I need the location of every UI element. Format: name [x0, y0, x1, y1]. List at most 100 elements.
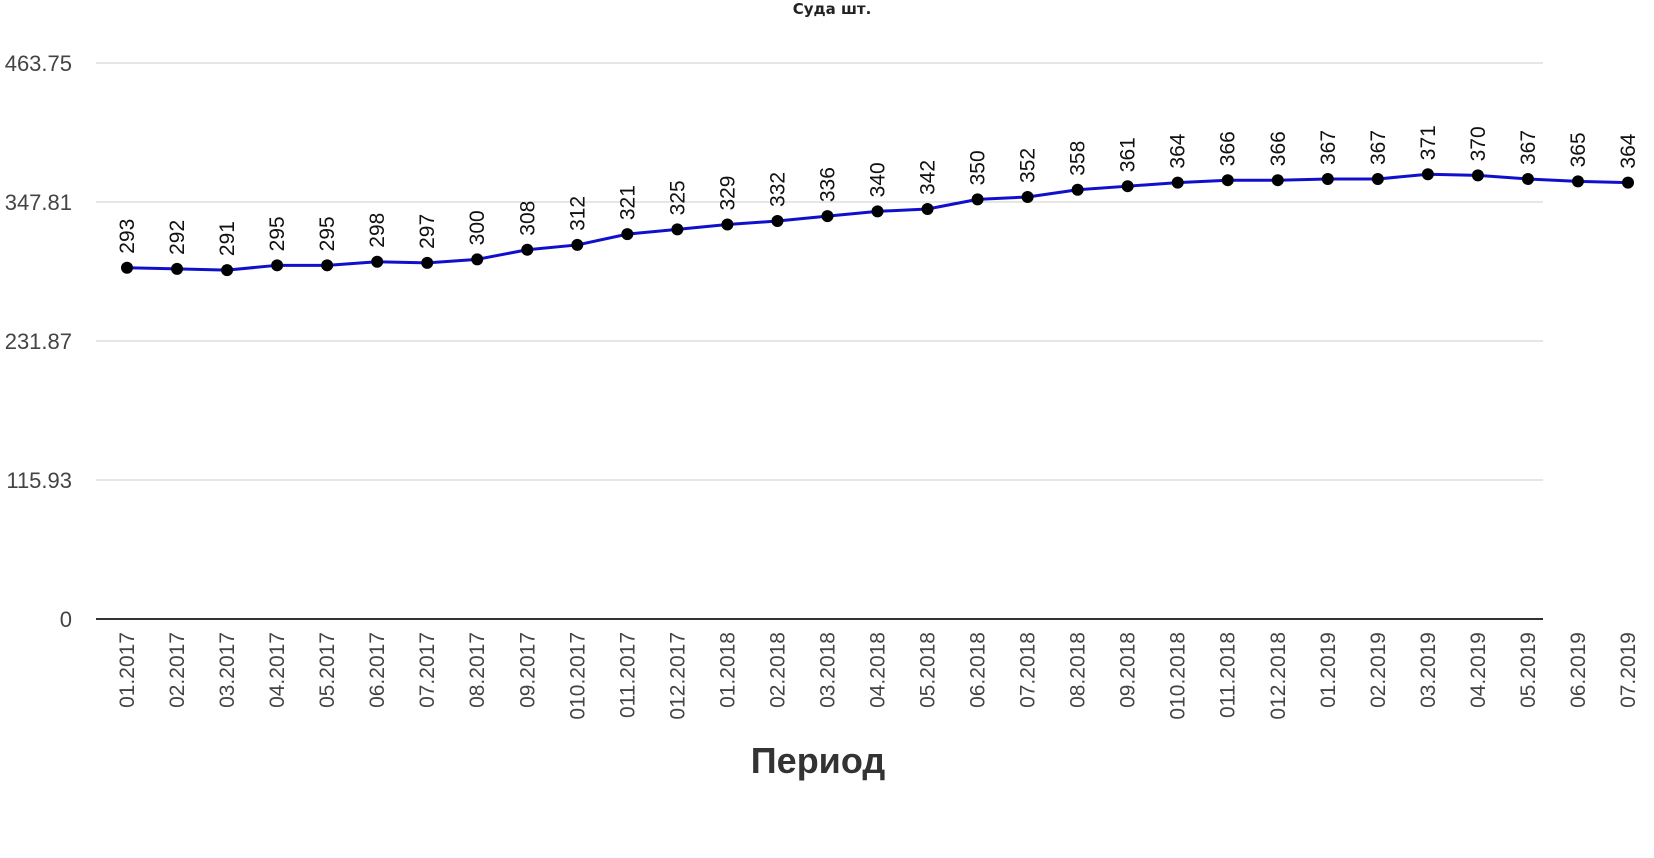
data-point [221, 264, 234, 277]
y-tick-label: 347.81 [5, 190, 72, 215]
data-label: 370 [1467, 126, 1490, 161]
series-layer [121, 168, 1634, 277]
data-point [1471, 169, 1484, 182]
data-point [821, 210, 834, 223]
x-tick-label: 010.2018 [1167, 632, 1190, 720]
data-label: 361 [1117, 137, 1140, 172]
data-label: 300 [466, 210, 489, 245]
data-point [1521, 172, 1534, 185]
x-tick-label: 02.2017 [166, 632, 189, 708]
data-point [1121, 180, 1134, 193]
data-label: 366 [1267, 131, 1290, 166]
x-tick-label: 03.2019 [1417, 632, 1440, 708]
x-tick-label: 06.2018 [967, 632, 990, 708]
x-tick-label: 03.2017 [216, 632, 239, 708]
grid-lines [96, 62, 1543, 620]
data-labels: 293 292 291 295 295 298 297 300 308 312 321 325 329 3… [116, 125, 1640, 256]
data-label: 352 [1017, 148, 1040, 183]
data-point [171, 262, 184, 275]
chart-title: Суда шт. [793, 0, 872, 18]
x-tick-label: 09.2018 [1117, 632, 1140, 708]
data-label: 371 [1417, 125, 1440, 160]
data-label: 367 [1367, 130, 1390, 165]
x-tick-label: 04.2017 [266, 632, 289, 708]
x-tick-label: 05.2017 [316, 632, 339, 708]
data-point [771, 214, 784, 227]
data-label: 291 [216, 221, 239, 256]
data-label: 312 [566, 196, 589, 231]
data-point [1071, 183, 1084, 196]
data-point [1321, 172, 1334, 185]
data-point [621, 228, 634, 241]
data-label: 295 [266, 216, 289, 251]
data-point [421, 256, 434, 269]
data-point [1271, 174, 1284, 187]
data-label: 297 [416, 214, 439, 249]
data-point [1421, 168, 1434, 181]
data-point [471, 253, 484, 266]
x-tick-label: 012.2018 [1267, 632, 1290, 720]
data-label: 358 [1067, 141, 1090, 176]
data-point [1171, 176, 1184, 189]
x-tick-label: 010.2017 [566, 632, 589, 720]
data-point [1622, 176, 1634, 189]
x-tick-label: 04.2018 [867, 632, 890, 708]
data-point [571, 238, 584, 251]
data-label: 364 [1167, 133, 1190, 168]
data-point [921, 202, 934, 215]
y-tick-label: 231.87 [5, 329, 72, 354]
data-point [671, 223, 684, 236]
x-tick-label: 01.2017 [116, 632, 139, 708]
data-point [871, 205, 884, 218]
data-point [1571, 175, 1584, 188]
data-point [521, 243, 534, 256]
data-label: 336 [816, 167, 839, 202]
data-label: 367 [1517, 130, 1540, 165]
data-point [271, 259, 284, 272]
data-label: 321 [616, 185, 639, 220]
x-tick-label: 06.2017 [366, 632, 389, 708]
data-label: 366 [1217, 131, 1240, 166]
data-label: 325 [666, 180, 689, 215]
data-label: 298 [366, 213, 389, 248]
data-label: 365 [1567, 132, 1590, 167]
data-point [1371, 172, 1384, 185]
data-point [1021, 190, 1034, 203]
x-tick-label: 08.2018 [1067, 632, 1090, 708]
data-point [321, 259, 334, 272]
x-axis-title: Период [751, 740, 886, 781]
x-tick-label: 011.2017 [616, 632, 639, 718]
x-tick-label: 01.2019 [1317, 632, 1340, 708]
data-point [971, 193, 984, 206]
x-tick-label: 011.2018 [1217, 632, 1240, 718]
x-tick-label: 09.2017 [516, 632, 539, 708]
x-tick-label: 07.2017 [416, 632, 439, 708]
data-label: 367 [1317, 130, 1340, 165]
data-label: 340 [867, 162, 890, 197]
data-point [121, 261, 133, 274]
data-label: 295 [316, 216, 339, 251]
data-point [1221, 174, 1234, 187]
data-label: 332 [766, 172, 789, 207]
x-tick-label: 02.2018 [766, 632, 789, 708]
data-point [721, 218, 734, 231]
y-tick-label: 463.75 [5, 51, 72, 76]
data-label: 350 [967, 150, 990, 185]
x-tick-label: 07.2019 [1617, 632, 1640, 708]
x-tick-label: 08.2017 [466, 632, 489, 708]
data-label: 308 [516, 201, 539, 236]
data-label: 292 [166, 220, 189, 255]
x-tick-label: 01.2018 [716, 632, 739, 708]
y-tick-label: 115.93 [6, 468, 72, 493]
x-tick-label: 06.2019 [1567, 632, 1590, 708]
x-tick-label: 07.2018 [1017, 632, 1040, 708]
data-label: 329 [716, 176, 739, 211]
data-point [371, 255, 384, 268]
y-tick-label: 0 [60, 607, 72, 632]
data-label: 293 [116, 219, 139, 254]
data-label: 342 [917, 160, 940, 195]
x-tick-label: 03.2018 [816, 632, 839, 708]
x-tick-label: 05.2019 [1517, 632, 1540, 708]
